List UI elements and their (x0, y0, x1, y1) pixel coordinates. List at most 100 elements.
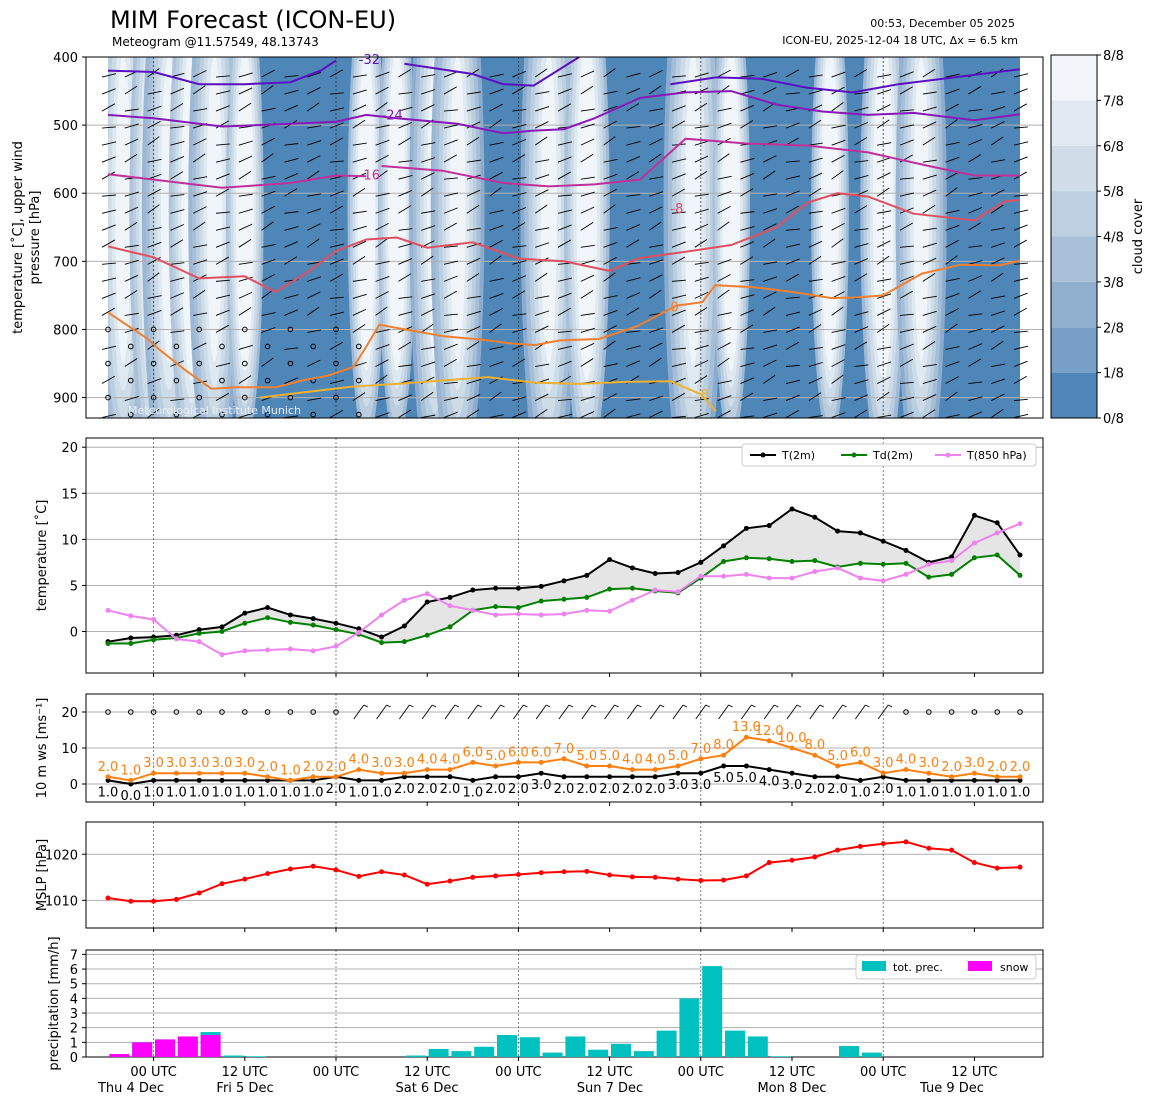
wind-barb (193, 70, 207, 78)
x-tick-label: 12 UTC (769, 1065, 815, 1080)
data-point (1017, 521, 1023, 527)
wind-label: 2.0 (394, 782, 415, 797)
gust-label: 6.0 (850, 745, 871, 760)
wind-barb (170, 277, 185, 282)
wind-barb (512, 177, 527, 180)
cloud-gap (823, 64, 837, 353)
wind-barb (808, 392, 822, 401)
wind-barb (215, 105, 230, 112)
data-point (356, 777, 362, 783)
wind-barb (626, 87, 641, 95)
wind-barb (671, 188, 685, 197)
gust-label: 3.0 (918, 756, 939, 771)
data-point (835, 528, 841, 534)
wind-barb (284, 226, 299, 231)
data-point (949, 847, 955, 853)
wind-barb (649, 244, 664, 248)
calm-marker (173, 709, 180, 715)
wind-barb (467, 704, 479, 720)
wind-barb (899, 124, 915, 129)
wind-barb (466, 310, 481, 316)
wind-barb (329, 311, 345, 316)
data-point (470, 587, 476, 593)
wind-barb (740, 226, 755, 231)
wind-barb (854, 273, 868, 282)
data-point (151, 770, 157, 776)
wind-barb (215, 90, 231, 95)
wind-barb (443, 396, 459, 402)
wind-label: 3.0 (690, 778, 711, 793)
wind-barb (489, 88, 504, 95)
wind-barb (215, 173, 230, 180)
wind-barb (648, 221, 662, 231)
wind-barb (466, 325, 481, 333)
y-tick-label: 20 (61, 441, 78, 456)
wind-barb (580, 206, 595, 214)
wind-barb (421, 157, 436, 163)
wind-barb (991, 91, 1006, 95)
data-point (105, 895, 111, 901)
wind-barb (284, 89, 299, 95)
wind-barb (717, 190, 732, 197)
calm-marker (948, 709, 955, 715)
wind-barb (626, 360, 641, 367)
wind-barb-flag (523, 704, 528, 708)
gust-label: 3.0 (371, 756, 392, 771)
data-point (379, 777, 385, 783)
wind-barb (831, 344, 846, 350)
wind-barb (170, 262, 185, 265)
wind-barb (399, 704, 410, 720)
data-point (401, 770, 407, 776)
data-point (994, 777, 1000, 783)
gust-label: 2.0 (257, 760, 278, 775)
wind-barb (170, 209, 185, 214)
wind-barb (580, 274, 595, 282)
wind-barb (261, 258, 276, 265)
wind-barb-flag (637, 704, 642, 708)
gust-label: 2.0 (987, 760, 1008, 775)
wind-barb (443, 313, 458, 316)
data-point (561, 596, 567, 602)
data-point (698, 573, 704, 579)
wind-barb (626, 126, 641, 129)
wind-barb (375, 71, 390, 78)
data-point (1017, 864, 1023, 870)
wind-barb (101, 413, 117, 419)
data-point (493, 873, 499, 879)
wind-barb (854, 394, 869, 401)
wind-barb (193, 312, 208, 316)
calm-marker (333, 394, 339, 401)
gust-label: 3.0 (143, 756, 164, 771)
y-tick-label: 4 (70, 992, 78, 1007)
wind-barb (147, 295, 162, 299)
wind-barb (284, 256, 298, 265)
data-point (379, 869, 385, 875)
wind-barb (603, 363, 618, 367)
wind-barb (101, 209, 117, 214)
colorbar-tick-label: 1/8 (1103, 367, 1124, 382)
wind-barb (717, 327, 732, 333)
wind-barb (671, 324, 685, 333)
wind-barb (421, 361, 436, 367)
wind-barb (443, 328, 459, 333)
wind-barb (763, 72, 778, 78)
wind-barb (648, 289, 662, 299)
x-tick-label: 00 UTC (860, 1065, 906, 1080)
wind-barb (831, 329, 846, 333)
wind-barb (968, 411, 983, 419)
wind-barb (808, 142, 823, 146)
wind-barb (284, 377, 299, 384)
isotherm-line (108, 59, 337, 86)
wind-barb (147, 272, 160, 282)
wind-barb (352, 104, 367, 112)
wind-barb (671, 347, 686, 350)
wind-barb (694, 329, 709, 333)
wind-barb (717, 175, 732, 180)
wind-barb (420, 323, 434, 333)
wind-barb (831, 154, 845, 163)
wind-barb (717, 153, 730, 163)
wind-barb (512, 138, 527, 146)
data-point (242, 876, 248, 882)
wind-barb (1013, 375, 1027, 384)
wind-barb (124, 123, 139, 129)
